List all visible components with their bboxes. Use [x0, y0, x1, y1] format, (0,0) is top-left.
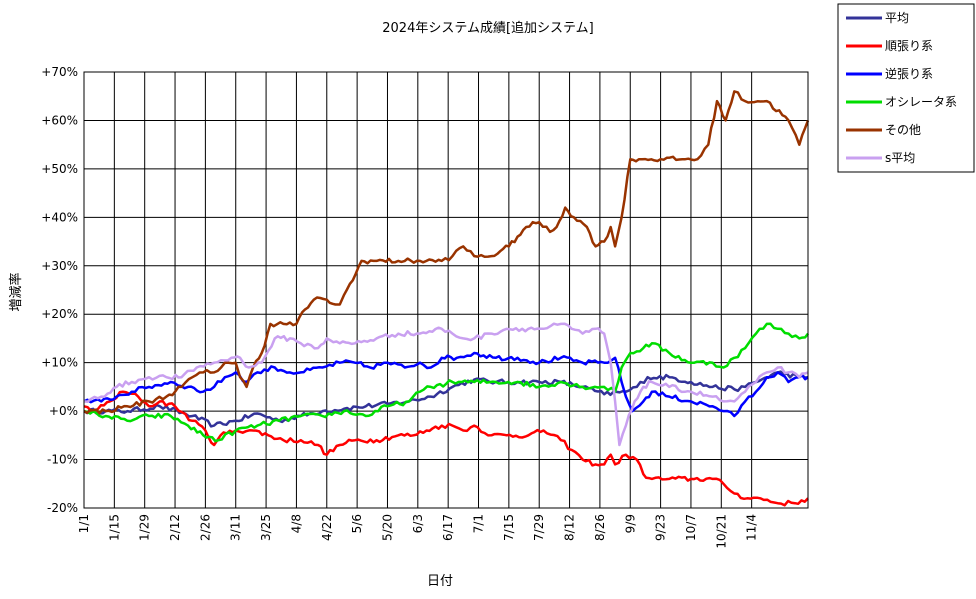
x-tick-label: 7/1 [472, 514, 486, 533]
legend-label-2: 逆張り系 [885, 66, 933, 81]
y-axis-label: 増減率 [8, 272, 24, 311]
legend-label-5: s平均 [885, 151, 915, 165]
x-tick-label: 8/12 [563, 514, 577, 541]
series-line-2 [83, 351, 809, 418]
grid-lines [83, 71, 808, 509]
y-tick-label: -20% [47, 501, 78, 515]
x-tick-label: 4/8 [289, 514, 303, 533]
x-tick-label: 1/15 [107, 514, 121, 541]
x-tick-label: 6/3 [411, 514, 425, 533]
series-lines [83, 90, 810, 507]
x-tick-label: 9/23 [654, 514, 668, 541]
y-tick-label: -10% [47, 453, 78, 467]
series-line-0 [83, 370, 809, 428]
legend-label-4: その他 [885, 123, 921, 137]
chart-title: 2024年システム成績[追加システム] [382, 20, 593, 36]
x-tick-label: 4/22 [320, 514, 334, 541]
plot-area-border [83, 71, 809, 509]
x-tick-label: 2/26 [198, 514, 212, 541]
legend-label-0: 平均 [885, 11, 909, 25]
x-tick-label: 3/11 [229, 514, 243, 541]
x-tick-label: 1/1 [77, 514, 91, 533]
y-tick-label: +30% [41, 259, 78, 273]
y-tick-label: +10% [41, 356, 78, 370]
series-line-1 [83, 390, 809, 507]
legend-label-1: 順張り系 [885, 39, 933, 53]
y-tick-label: +50% [41, 162, 78, 176]
y-tick-label: +60% [41, 113, 78, 127]
x-axis-label: 日付 [427, 574, 453, 589]
x-tick-label: 8/26 [593, 514, 607, 541]
x-tick-label: 5/6 [350, 514, 364, 533]
y-tick-label: +40% [41, 210, 78, 224]
x-tick-label: 3/25 [259, 514, 273, 541]
x-tick-label: 7/29 [532, 514, 546, 541]
x-tick-label: 7/15 [502, 514, 516, 541]
x-axis-ticks: 1/1 1/15 1/29 2/12 2/26 3/11 3/25 4/8 4/22 5/6 5/2… [77, 514, 759, 549]
y-tick-label: +20% [41, 307, 78, 321]
series-line-4 [83, 90, 810, 415]
y-tick-label: +0% [49, 404, 78, 418]
y-tick-label: +70% [41, 65, 78, 79]
series-line-5 [83, 322, 809, 447]
series-line-3 [83, 322, 809, 443]
x-tick-label: 1/29 [138, 514, 152, 541]
x-tick-label: 11/4 [745, 514, 759, 541]
x-tick-label: 9/9 [623, 514, 637, 533]
x-tick-label: 10/7 [684, 514, 698, 541]
x-tick-label: 10/21 [714, 514, 728, 549]
legend-label-3: オシレータ系 [885, 95, 957, 109]
x-tick-label: 5/20 [380, 514, 394, 541]
x-tick-label: 2/12 [168, 514, 182, 541]
x-tick-label: 6/17 [441, 514, 455, 541]
legend-box [837, 3, 975, 173]
y-axis-ticks: -20% -10% +0% +10% +20% +30% +40% +50% +60% +70% [41, 65, 78, 515]
